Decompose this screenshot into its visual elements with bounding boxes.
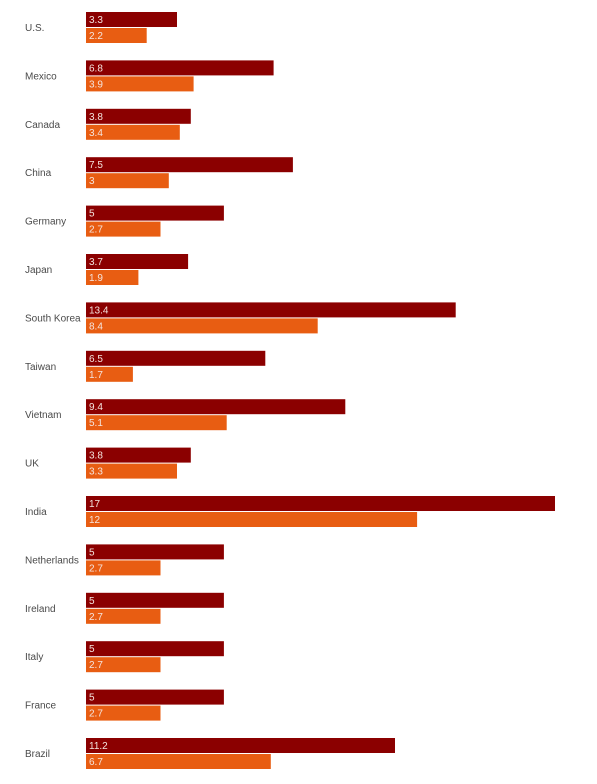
category-label-south-korea: South Korea bbox=[25, 313, 81, 324]
value-label-uk-series-2: 3.3 bbox=[89, 467, 103, 478]
value-labels: 3.3 2.2 6.8 3.9 3.8 3.4 7.5 3 5 2.7 3.7 1.9 13.4 8.4 6… bbox=[89, 15, 109, 768]
bar-uk-series-1 bbox=[86, 447, 191, 463]
category-label-japan: Japan bbox=[25, 265, 52, 276]
bar-germany-series-2 bbox=[86, 221, 161, 237]
bar-canada-series-2 bbox=[86, 124, 180, 140]
value-label-japan-series-1: 3.7 bbox=[89, 257, 103, 268]
category-label-mexico: Mexico bbox=[25, 71, 57, 82]
bar-ireland-series-1 bbox=[86, 592, 224, 608]
category-label-canada: Canada bbox=[25, 120, 60, 131]
category-label-netherlands: Netherlands bbox=[25, 555, 79, 566]
value-label-china-series-2: 3 bbox=[89, 176, 95, 187]
value-label-canada-series-1: 3.8 bbox=[89, 112, 103, 123]
bar-italy-series-1 bbox=[86, 641, 224, 657]
bar-mexico-series-2 bbox=[86, 76, 194, 92]
value-label-china-series-1: 7.5 bbox=[89, 160, 103, 171]
category-label-taiwan: Taiwan bbox=[25, 362, 56, 373]
bars bbox=[86, 12, 555, 769]
value-label-vietnam-series-1: 9.4 bbox=[89, 402, 103, 413]
value-label-taiwan-series-2: 1.7 bbox=[89, 370, 103, 381]
category-label-vietnam: Vietnam bbox=[25, 410, 62, 421]
bar-china-series-1 bbox=[86, 157, 293, 173]
value-label-italy-series-2: 2.7 bbox=[89, 660, 103, 671]
bar-u-s-series-2 bbox=[86, 28, 147, 43]
bar-netherlands-series-2 bbox=[86, 560, 161, 576]
category-label-india: India bbox=[25, 507, 47, 518]
value-label-india-series-2: 12 bbox=[89, 515, 101, 526]
bar-u-s-series-1 bbox=[86, 12, 177, 27]
category-label-uk: UK bbox=[25, 459, 39, 470]
value-label-netherlands-series-2: 2.7 bbox=[89, 563, 103, 574]
category-label-u-s: U.S. bbox=[25, 23, 44, 34]
value-label-canada-series-2: 3.4 bbox=[89, 128, 103, 139]
value-label-mexico-series-2: 3.9 bbox=[89, 79, 103, 90]
bar-taiwan-series-2 bbox=[86, 366, 133, 382]
bar-japan-series-1 bbox=[86, 254, 189, 269]
value-label-mexico-series-1: 6.8 bbox=[89, 63, 103, 74]
bar-france-series-1 bbox=[86, 689, 224, 705]
value-label-taiwan-series-1: 6.5 bbox=[89, 354, 103, 365]
bar-germany-series-1 bbox=[86, 205, 224, 221]
bar-vietnam-series-2 bbox=[86, 415, 227, 431]
value-label-u-s-series-1: 3.3 bbox=[89, 15, 103, 26]
value-label-brazil-series-1: 11.2 bbox=[89, 741, 108, 752]
bar-france-series-2 bbox=[86, 705, 161, 721]
value-label-germany-series-1: 5 bbox=[89, 209, 95, 220]
value-label-india-series-1: 17 bbox=[89, 499, 101, 510]
value-label-brazil-series-2: 6.7 bbox=[89, 757, 103, 768]
bar-vietnam-series-1 bbox=[86, 399, 346, 415]
value-label-italy-series-1: 5 bbox=[89, 644, 95, 655]
value-label-uk-series-1: 3.8 bbox=[89, 451, 103, 462]
value-label-south-korea-series-1: 13.4 bbox=[89, 305, 109, 316]
bar-china-series-2 bbox=[86, 173, 169, 189]
value-label-france-series-2: 2.7 bbox=[89, 709, 103, 720]
value-label-germany-series-2: 2.7 bbox=[89, 225, 103, 236]
bar-brazil-series-1 bbox=[86, 738, 395, 753]
bar-brazil-series-2 bbox=[86, 754, 271, 769]
value-label-u-s-series-2: 2.2 bbox=[89, 31, 103, 42]
bar-south-korea-series-1 bbox=[86, 302, 456, 318]
category-label-france: France bbox=[25, 701, 57, 712]
value-label-vietnam-series-2: 5.1 bbox=[89, 418, 103, 429]
category-label-brazil: Brazil bbox=[25, 749, 50, 760]
category-labels: U.S. Mexico Canada China Germany Japan South K… bbox=[25, 23, 81, 760]
category-label-china: China bbox=[25, 168, 52, 179]
value-label-netherlands-series-1: 5 bbox=[89, 547, 95, 558]
value-label-japan-series-2: 1.9 bbox=[89, 273, 103, 284]
value-label-ireland-series-1: 5 bbox=[89, 596, 95, 607]
bar-mexico-series-1 bbox=[86, 60, 274, 76]
bar-south-korea-series-2 bbox=[86, 318, 318, 334]
category-label-italy: Italy bbox=[25, 652, 43, 663]
bar-india-series-2 bbox=[86, 512, 418, 527]
bar-india-series-1 bbox=[86, 496, 555, 511]
bar-japan-series-2 bbox=[86, 270, 139, 285]
bar-ireland-series-2 bbox=[86, 608, 161, 624]
value-label-france-series-1: 5 bbox=[89, 693, 95, 704]
category-label-ireland: Ireland bbox=[25, 604, 56, 615]
bar-netherlands-series-1 bbox=[86, 544, 224, 560]
bar-italy-series-2 bbox=[86, 657, 161, 673]
bar-uk-series-2 bbox=[86, 463, 177, 479]
value-label-ireland-series-2: 2.7 bbox=[89, 612, 103, 623]
bar-canada-series-1 bbox=[86, 108, 191, 124]
value-label-south-korea-series-2: 8.4 bbox=[89, 321, 103, 332]
category-label-germany: Germany bbox=[25, 217, 66, 228]
bar-taiwan-series-1 bbox=[86, 350, 266, 366]
